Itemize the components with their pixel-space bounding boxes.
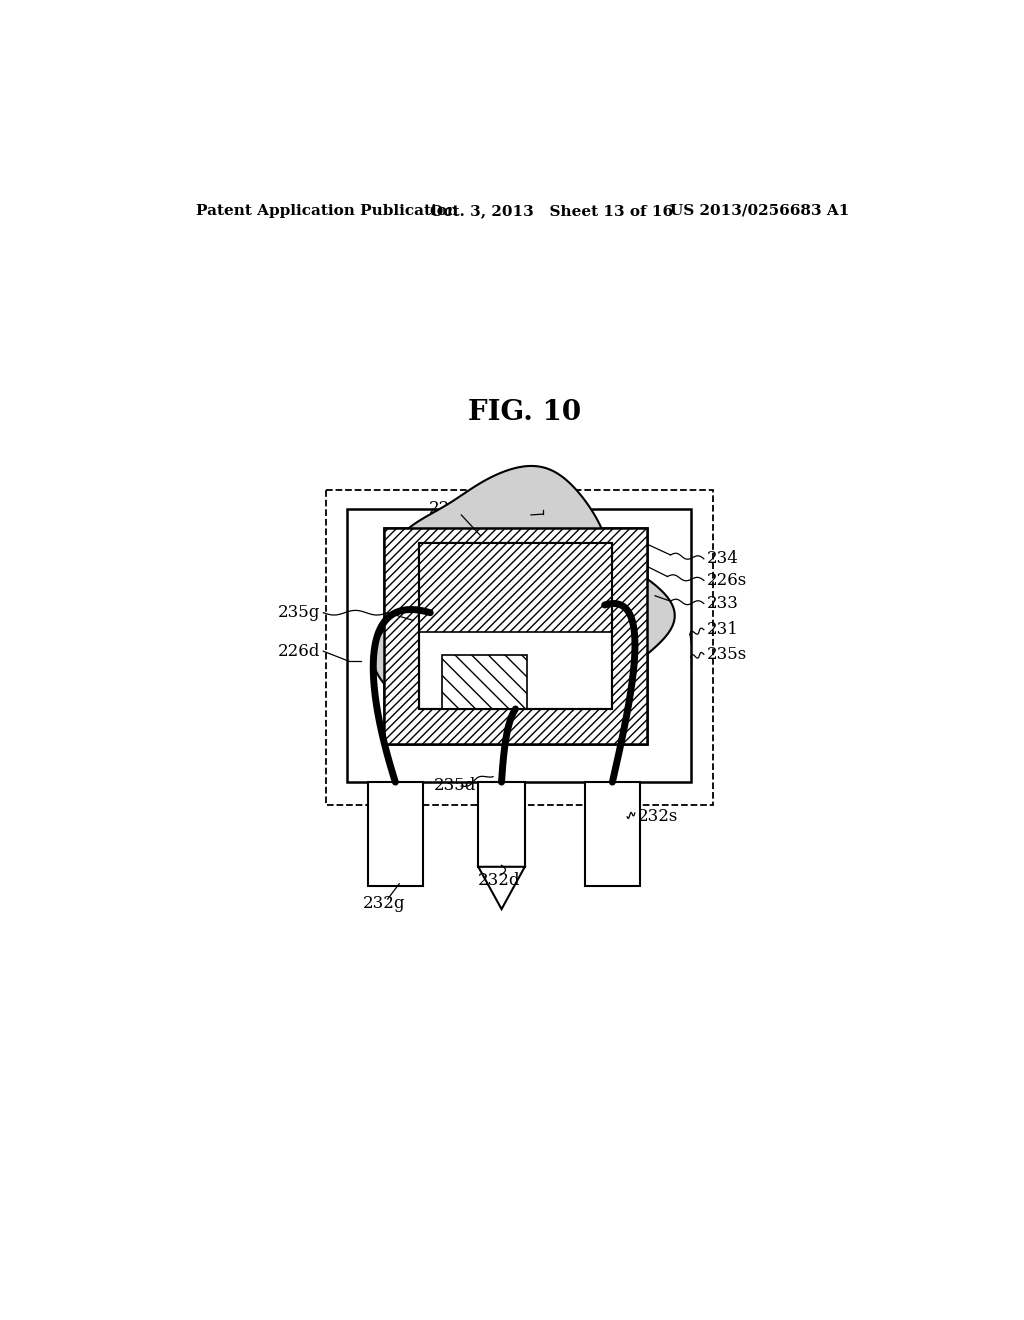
Text: 232d: 232d <box>478 873 521 890</box>
Text: FIG. 10: FIG. 10 <box>468 399 582 426</box>
Text: 235s: 235s <box>707 645 748 663</box>
Text: 235d: 235d <box>434 777 476 795</box>
Text: 210: 210 <box>507 500 540 517</box>
Text: Oct. 3, 2013   Sheet 13 of 16: Oct. 3, 2013 Sheet 13 of 16 <box>430 203 674 218</box>
Bar <box>384 528 647 743</box>
Text: 234: 234 <box>707 550 738 568</box>
Text: 226d: 226d <box>278 643 321 660</box>
Polygon shape <box>478 867 524 909</box>
Text: 232s: 232s <box>638 808 678 825</box>
Bar <box>442 655 527 709</box>
Bar <box>326 490 713 805</box>
Text: 233: 233 <box>707 595 738 612</box>
Bar <box>419 544 612 632</box>
Bar <box>586 781 640 886</box>
Bar <box>419 544 612 709</box>
Text: 226g: 226g <box>428 500 471 517</box>
Bar <box>419 544 612 709</box>
Text: US 2013/0256683 A1: US 2013/0256683 A1 <box>671 203 850 218</box>
Bar <box>369 781 423 886</box>
Bar <box>347 508 691 781</box>
Bar <box>478 781 524 867</box>
Text: 226s: 226s <box>707 572 748 589</box>
Text: Patent Application Publication: Patent Application Publication <box>197 203 458 218</box>
Text: 235g: 235g <box>278 605 321 622</box>
Bar <box>384 528 647 743</box>
Text: 231: 231 <box>707 622 738 638</box>
Polygon shape <box>373 466 675 723</box>
Text: 232g: 232g <box>362 895 406 912</box>
